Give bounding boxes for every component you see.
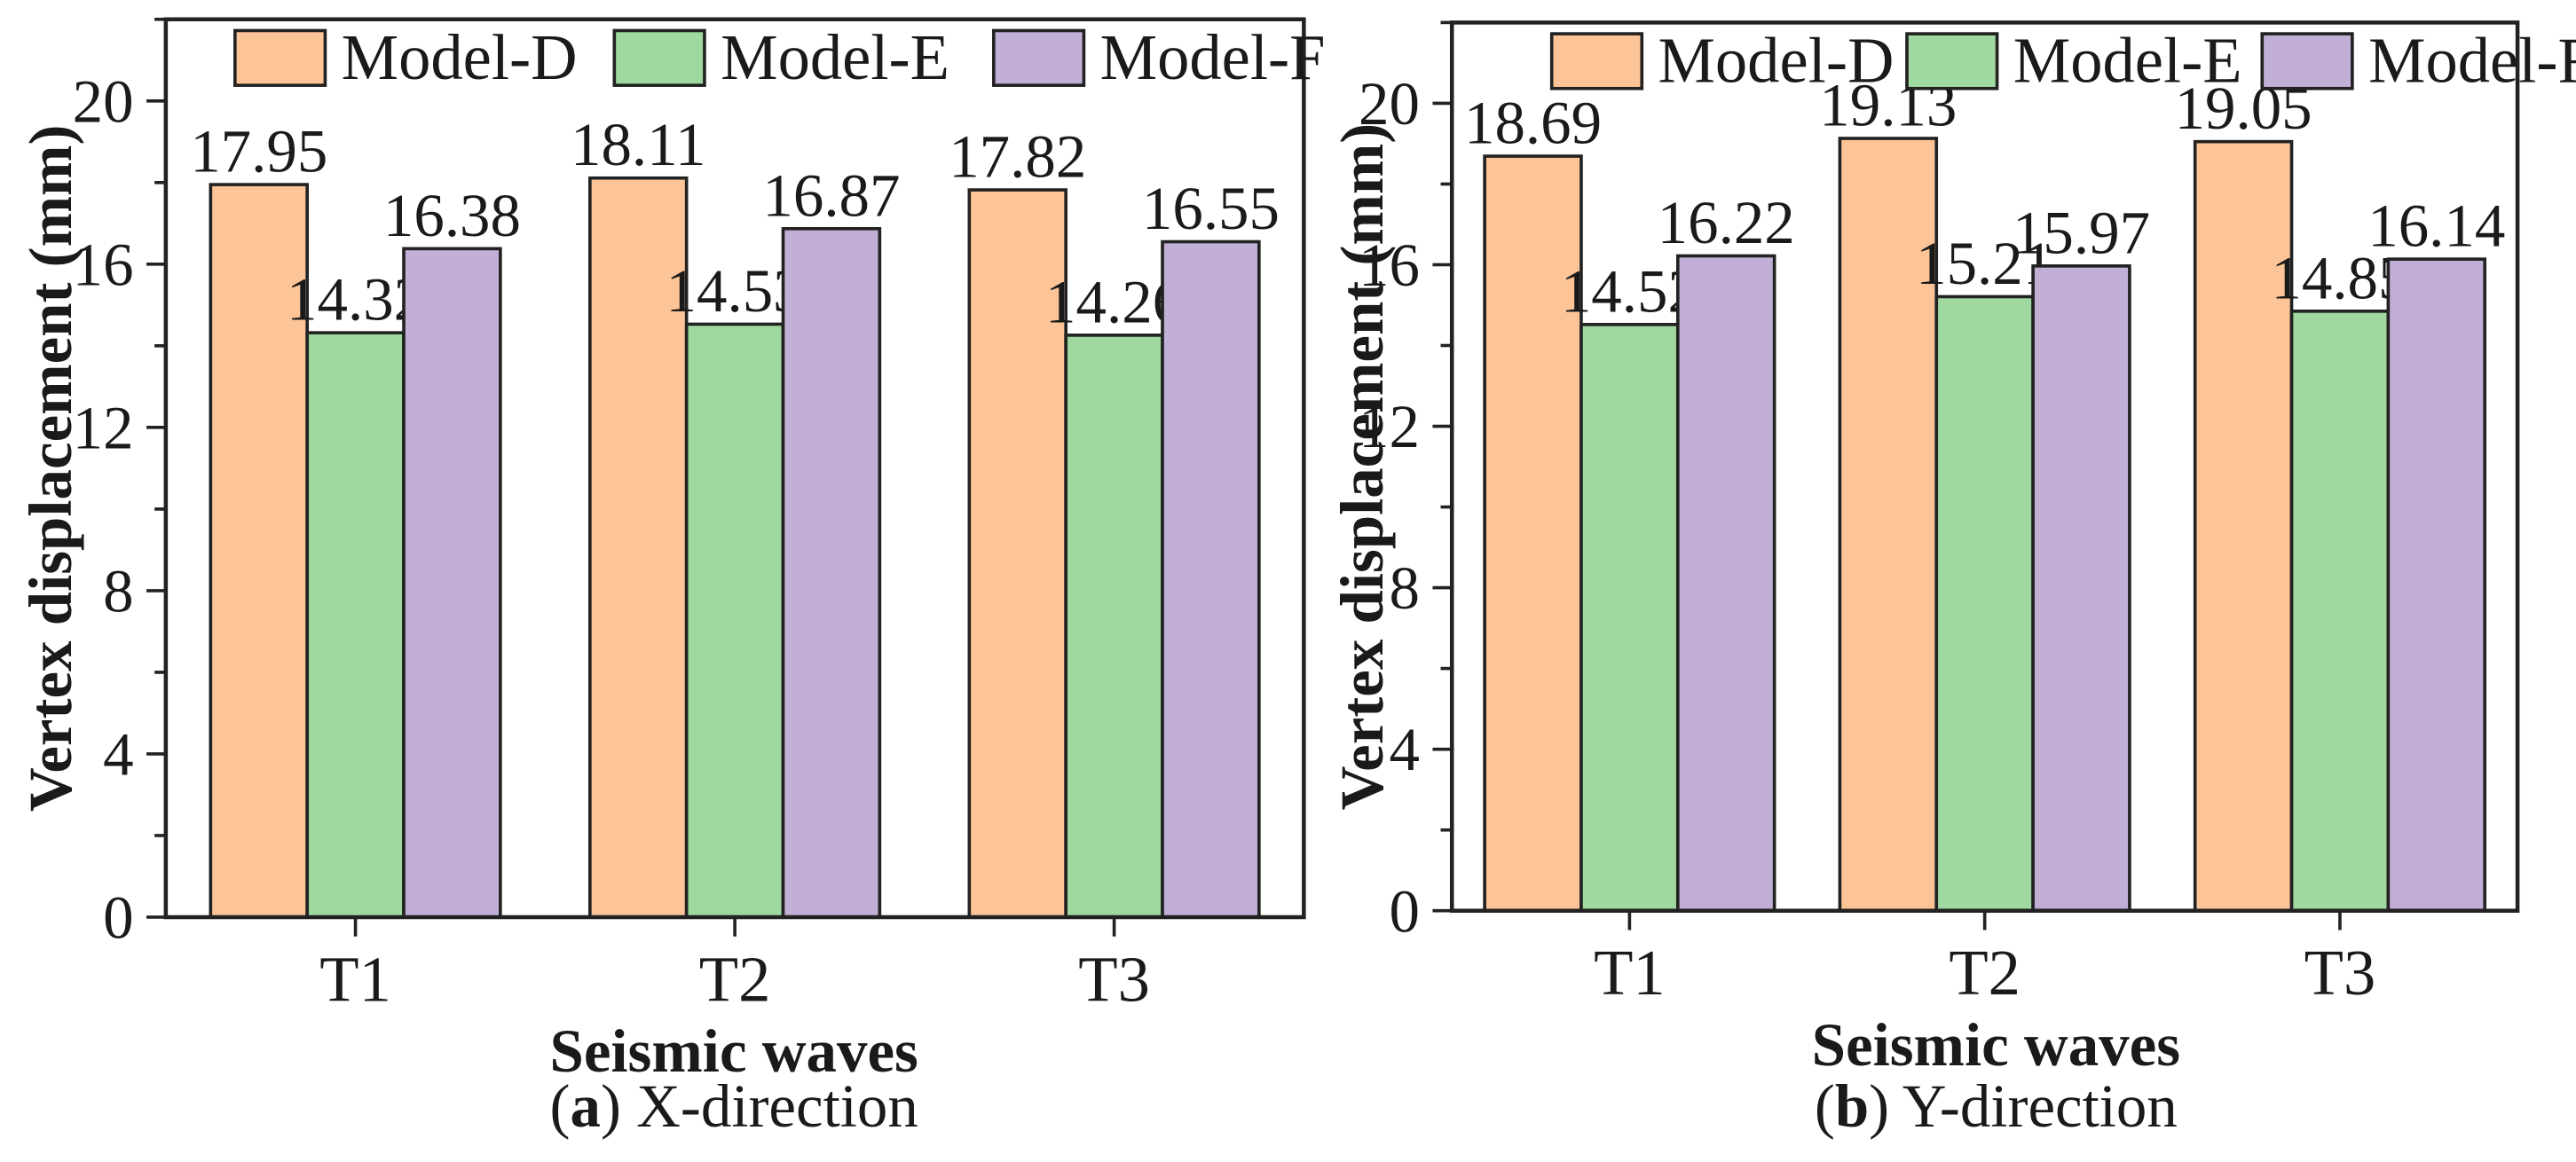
figure-content: 17.95 14.32 16.38 T1 18.11 14.53 16.87 T2 17.82 1… xyxy=(17,17,2576,1140)
data-label-model-e-t2: 15.21 xyxy=(1916,230,2053,297)
bar-model-d-t1 xyxy=(1483,154,1583,913)
x-tick-label-t3: T3 xyxy=(1078,943,1150,1015)
chart-panel-b: 18.6914.5216.22T119.1315.2115.97T219.051… xyxy=(1328,20,2576,1140)
caption-b: (b) Y-direction xyxy=(1815,1072,2178,1140)
y-tick-label: 12 xyxy=(73,394,134,461)
bar-model-f-t2 xyxy=(781,226,882,919)
bar-model-e-t2 xyxy=(684,322,785,919)
x-tick-label-t1: T1 xyxy=(1594,937,1666,1009)
bar-model-d-t1 xyxy=(209,183,309,919)
bar-model-f-t1 xyxy=(402,247,502,919)
data-label-model-e-t3: 14.26 xyxy=(1045,268,1183,335)
y-tick-label: 20 xyxy=(1359,70,1420,137)
data-label-model-f-t3: 16.55 xyxy=(1142,175,1280,242)
bar-model-d-t3 xyxy=(2193,139,2294,913)
plot-frame xyxy=(1449,20,2520,913)
y-axis-title: Vertex displacement (mm) xyxy=(1328,123,1396,811)
bar-model-e-t1 xyxy=(305,331,406,919)
y-tick-label: 12 xyxy=(1359,393,1420,460)
y-tick-label: 4 xyxy=(103,721,133,789)
legend-swatch-model-f xyxy=(992,28,1086,87)
legend-label-model-d: Model-D xyxy=(1658,25,1894,97)
x-tick-label-t2: T2 xyxy=(1949,937,2021,1009)
y-tick-label: 16 xyxy=(73,231,134,298)
x-tick-label-t1: T1 xyxy=(319,943,391,1015)
data-label-model-e-t3: 14.85 xyxy=(2271,244,2408,311)
bar-model-d-t2 xyxy=(1838,137,1939,913)
data-label-model-f-t1: 16.38 xyxy=(383,182,521,249)
data-label-model-d-t3: 17.82 xyxy=(949,123,1086,191)
data-label-model-f-t3: 16.14 xyxy=(2367,192,2505,260)
x-axis-title: Seismic waves xyxy=(549,1017,918,1085)
bar-model-e-t3 xyxy=(1064,334,1164,919)
legend-swatch-model-d xyxy=(1549,32,1644,90)
legend-label-model-d: Model-D xyxy=(342,21,578,93)
legend-swatch-model-f xyxy=(2260,32,2354,90)
x-axis-title: Seismic waves xyxy=(1812,1011,2180,1079)
plot-frame xyxy=(163,17,1306,920)
data-label-model-d-t1: 17.95 xyxy=(190,118,327,185)
y-tick-label: 0 xyxy=(1389,877,1419,945)
data-label-model-d-t1: 18.69 xyxy=(1464,90,1602,157)
y-tick-label: 4 xyxy=(1389,716,1419,783)
chart-panel-a: 17.95 14.32 16.38 T1 18.11 14.53 16.87 T2 17.82 1… xyxy=(17,17,1326,1140)
legend-swatch-model-d xyxy=(233,28,327,87)
y-axis-title: Vertex displacement (mm) xyxy=(17,125,84,813)
data-label-model-f-t1: 16.22 xyxy=(1658,189,1795,256)
x-tick-label-t3: T3 xyxy=(2304,937,2376,1009)
bar-model-e-t2 xyxy=(1934,294,2035,913)
legend-swatch-model-e xyxy=(1905,32,1999,90)
y-tick-label: 20 xyxy=(73,67,134,135)
legend-label-model-f: Model-F xyxy=(1100,21,1326,93)
bar-model-f-t1 xyxy=(1675,254,1776,913)
data-label-model-e-t2: 14.53 xyxy=(666,257,804,325)
legend-swatch-model-e xyxy=(612,28,706,87)
y-tick-label: 0 xyxy=(103,884,133,952)
legend-label-model-f: Model-F xyxy=(2368,25,2576,97)
bar-model-e-t3 xyxy=(2289,310,2391,913)
data-label-model-f-t2: 15.97 xyxy=(2013,199,2150,266)
x-tick-label-t2: T2 xyxy=(699,943,771,1015)
caption-a: (a) X-direction xyxy=(550,1072,918,1140)
bar-model-e-t1 xyxy=(1579,323,1680,913)
bar-model-f-t3 xyxy=(1161,239,1261,919)
y-tick-label: 8 xyxy=(1389,554,1419,622)
legend-label-model-e: Model-E xyxy=(2013,25,2242,97)
bar-model-f-t2 xyxy=(2031,264,2131,913)
y-tick-label: 8 xyxy=(103,557,133,624)
y-tick-label: 16 xyxy=(1359,232,1420,299)
data-label-model-e-t1: 14.32 xyxy=(287,266,424,334)
legend-label-model-e: Model-E xyxy=(721,21,949,93)
data-label-model-f-t2: 16.87 xyxy=(762,161,900,229)
data-label-model-d-t2: 18.11 xyxy=(571,111,706,178)
data-label-model-e-t1: 14.52 xyxy=(1561,257,1698,325)
bar-model-f-t3 xyxy=(2386,257,2487,913)
